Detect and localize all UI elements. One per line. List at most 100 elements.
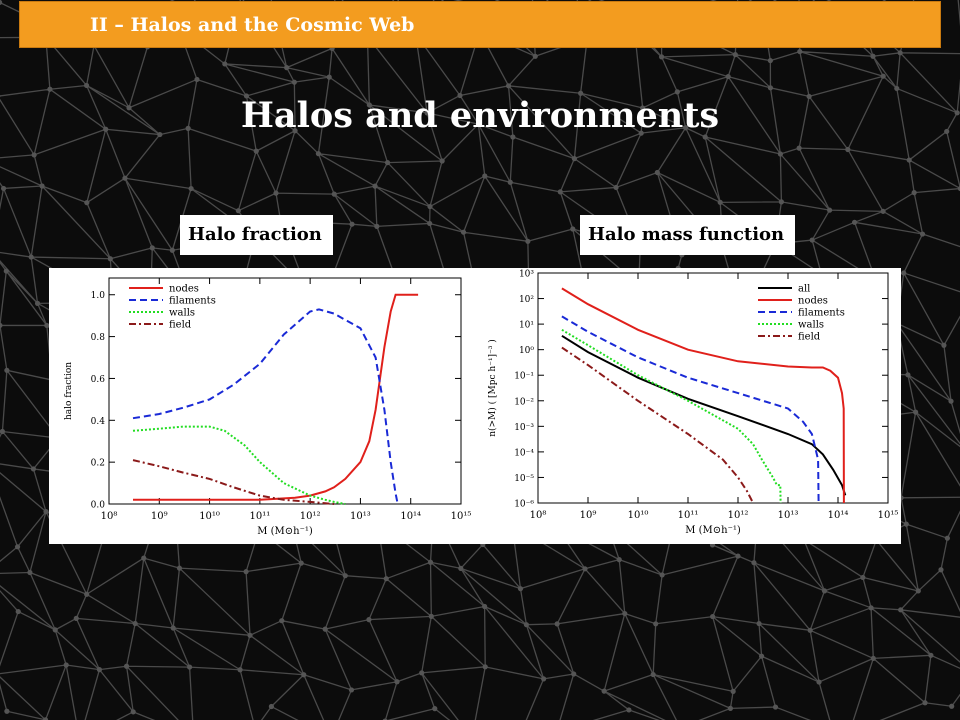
web-node (4, 708, 10, 714)
web-node (767, 57, 773, 64)
web-node (428, 613, 434, 619)
web-node (640, 105, 646, 111)
web-node (616, 557, 622, 563)
web-node (31, 152, 37, 158)
web-node (525, 238, 531, 244)
x-tick-label: 10⁹ (151, 511, 168, 522)
web-node (626, 707, 632, 713)
x-tick-label: 10¹¹ (249, 511, 270, 522)
web-node (638, 130, 644, 136)
web-node (949, 703, 955, 709)
web-node (571, 671, 577, 677)
web-node (28, 254, 34, 260)
web-node (735, 553, 741, 559)
web-node (366, 102, 372, 108)
web-node (315, 151, 322, 157)
web-node (235, 208, 241, 214)
web-node (510, 134, 516, 140)
web-node (845, 146, 851, 153)
web-node (424, 110, 430, 116)
web-node (301, 672, 307, 678)
web-node (751, 560, 757, 566)
web-node (659, 54, 665, 60)
web-node (366, 617, 372, 623)
y-tick-label: 10⁻² (514, 397, 534, 407)
web-node (913, 409, 919, 415)
web-node (130, 709, 136, 715)
y-tick-label: 10⁻¹ (514, 372, 534, 382)
y-tick-label: 10³ (519, 270, 534, 280)
web-node (922, 700, 928, 706)
web-node (185, 125, 191, 131)
web-node (348, 687, 355, 693)
web-node (84, 591, 90, 597)
web-node (322, 626, 328, 632)
series-line-nodes (133, 293, 419, 501)
web-node (903, 521, 909, 527)
section-header-title: II – Halos and the Cosmic Web (90, 14, 415, 36)
web-node (419, 670, 425, 676)
web-node (394, 679, 400, 685)
web-node (868, 605, 874, 611)
y-tick-label: 0.4 (91, 417, 106, 427)
web-node (613, 184, 619, 191)
web-node (73, 615, 79, 621)
web-node (372, 183, 378, 189)
slide-title: Halos and environments (240, 95, 720, 136)
web-node (582, 566, 588, 572)
web-node (0, 428, 6, 435)
web-node (432, 706, 438, 712)
web-node (458, 565, 464, 571)
web-node (807, 627, 813, 633)
legend-label-nodes: nodes (798, 296, 828, 307)
web-node (298, 560, 304, 566)
web-node (557, 189, 563, 195)
web-node (809, 237, 815, 243)
web-node (730, 688, 736, 694)
web-node (63, 662, 69, 668)
series-line-field (132, 459, 335, 505)
web-node (170, 625, 176, 631)
series-line-filaments (561, 315, 820, 504)
web-node (653, 621, 659, 627)
web-node (880, 73, 886, 79)
web-node (710, 613, 716, 620)
x-tick-label: 10¹² (300, 511, 321, 522)
web-node (507, 179, 513, 185)
x-tick-label: 10⁸ (530, 510, 547, 521)
x-tick-label: 10¹⁴ (400, 511, 421, 522)
web-node (482, 664, 488, 670)
x-tick-label: 10¹⁰ (628, 510, 649, 521)
web-node (292, 128, 298, 134)
web-node (767, 85, 774, 91)
x-axis-label: M (M⊙h⁻¹) (685, 525, 741, 536)
web-node (674, 89, 680, 95)
web-node (827, 207, 833, 213)
web-node (326, 74, 332, 80)
web-node (860, 574, 866, 581)
series-line-nodes (561, 287, 845, 504)
web-node (169, 247, 175, 253)
web-node (758, 653, 765, 659)
series-line-all (561, 334, 847, 496)
web-node (427, 203, 433, 210)
web-node (622, 610, 628, 617)
web-node (725, 73, 731, 80)
web-node (186, 664, 193, 670)
y-tick-label: 10⁻⁶ (514, 500, 534, 510)
web-node (906, 157, 912, 163)
y-tick-label: 0.8 (91, 333, 106, 343)
web-node (732, 52, 738, 58)
web-node (944, 128, 950, 135)
y-tick-label: 10⁻³ (514, 423, 534, 433)
web-node (777, 151, 783, 157)
web-node (107, 256, 113, 262)
web-node (47, 86, 53, 92)
series-line-field (561, 346, 754, 504)
web-node (122, 175, 128, 181)
web-node (188, 185, 194, 192)
web-node (601, 688, 607, 694)
web-node (816, 679, 822, 685)
y-tick-label: 1.0 (91, 291, 106, 301)
web-node (43, 509, 49, 515)
